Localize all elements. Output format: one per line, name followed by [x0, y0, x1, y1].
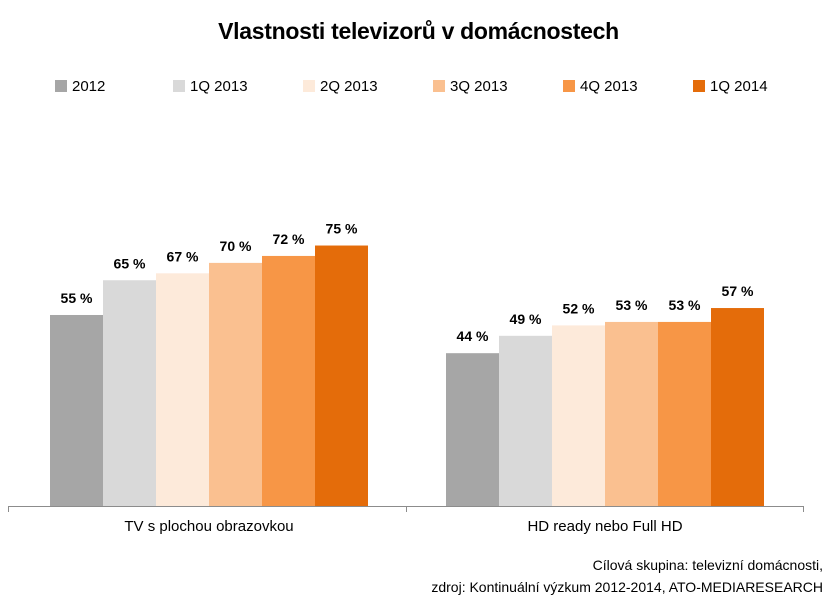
data-label: 65 %	[114, 255, 146, 271]
data-label: 53 %	[669, 297, 701, 313]
footer-target-group: Cílová skupina: televizní domácnosti,	[592, 557, 823, 573]
data-label: 53 %	[616, 297, 648, 313]
data-label: 67 %	[167, 248, 199, 264]
legend-label-1q-2013: 1Q 2013	[190, 77, 248, 95]
bar	[156, 273, 209, 506]
legend-label-3q-2013: 3Q 2013	[450, 77, 508, 95]
bar	[50, 314, 103, 506]
legend-label-2q-2013: 2Q 2013	[320, 77, 378, 95]
legend-label-2012: 2012	[72, 77, 106, 95]
legend-item-2012: 2012	[55, 76, 105, 96]
bar	[711, 308, 764, 506]
legend-swatch-3q-2013	[433, 80, 445, 92]
data-label: 72 %	[273, 231, 305, 247]
bar	[209, 262, 262, 506]
legend-item-1q-2013: 1Q 2013	[173, 76, 248, 96]
legend-label-1q-2014: 1Q 2014	[710, 77, 768, 95]
legend-item-3q-2013: 3Q 2013	[433, 76, 508, 96]
footer-source: zdroj: Kontinuální výzkum 2012-2014, ATO…	[431, 579, 823, 595]
data-label: 49 %	[510, 311, 542, 327]
legend-swatch-2012	[55, 80, 67, 92]
data-label: 75 %	[326, 221, 358, 237]
bar	[315, 245, 368, 506]
data-label: 52 %	[563, 300, 595, 316]
legend-swatch-1q-2014	[693, 80, 705, 92]
chart-footer: Cílová skupina: televizní domácnosti, zd…	[431, 554, 823, 598]
category-label: TV s plochou obrazovkou	[124, 518, 293, 535]
category-label: HD ready nebo Full HD	[527, 518, 682, 535]
legend-swatch-1q-2013	[173, 80, 185, 92]
bar	[605, 321, 658, 506]
bar	[262, 255, 315, 506]
legend-swatch-2q-2013	[303, 80, 315, 92]
legend-label-4q-2013: 4Q 2013	[580, 77, 638, 95]
bar	[103, 280, 156, 506]
bar	[499, 335, 552, 506]
legend-item-1q-2014: 1Q 2014	[693, 76, 768, 96]
chart-legend: 2012 1Q 2013 2Q 2013 3Q 2013 4Q 2013 1Q …	[55, 76, 795, 96]
legend-item-4q-2013: 4Q 2013	[563, 76, 638, 96]
bar	[658, 321, 711, 506]
data-label: 57 %	[722, 283, 754, 299]
data-label: 44 %	[457, 328, 489, 344]
data-label: 70 %	[220, 238, 252, 254]
legend-swatch-4q-2013	[563, 80, 575, 92]
chart-title: Vlastnosti televizorů v domácnostech	[218, 18, 619, 44]
bar	[446, 353, 499, 506]
legend-item-2q-2013: 2Q 2013	[303, 76, 378, 96]
bar	[552, 325, 605, 506]
data-label: 55 %	[61, 290, 93, 306]
